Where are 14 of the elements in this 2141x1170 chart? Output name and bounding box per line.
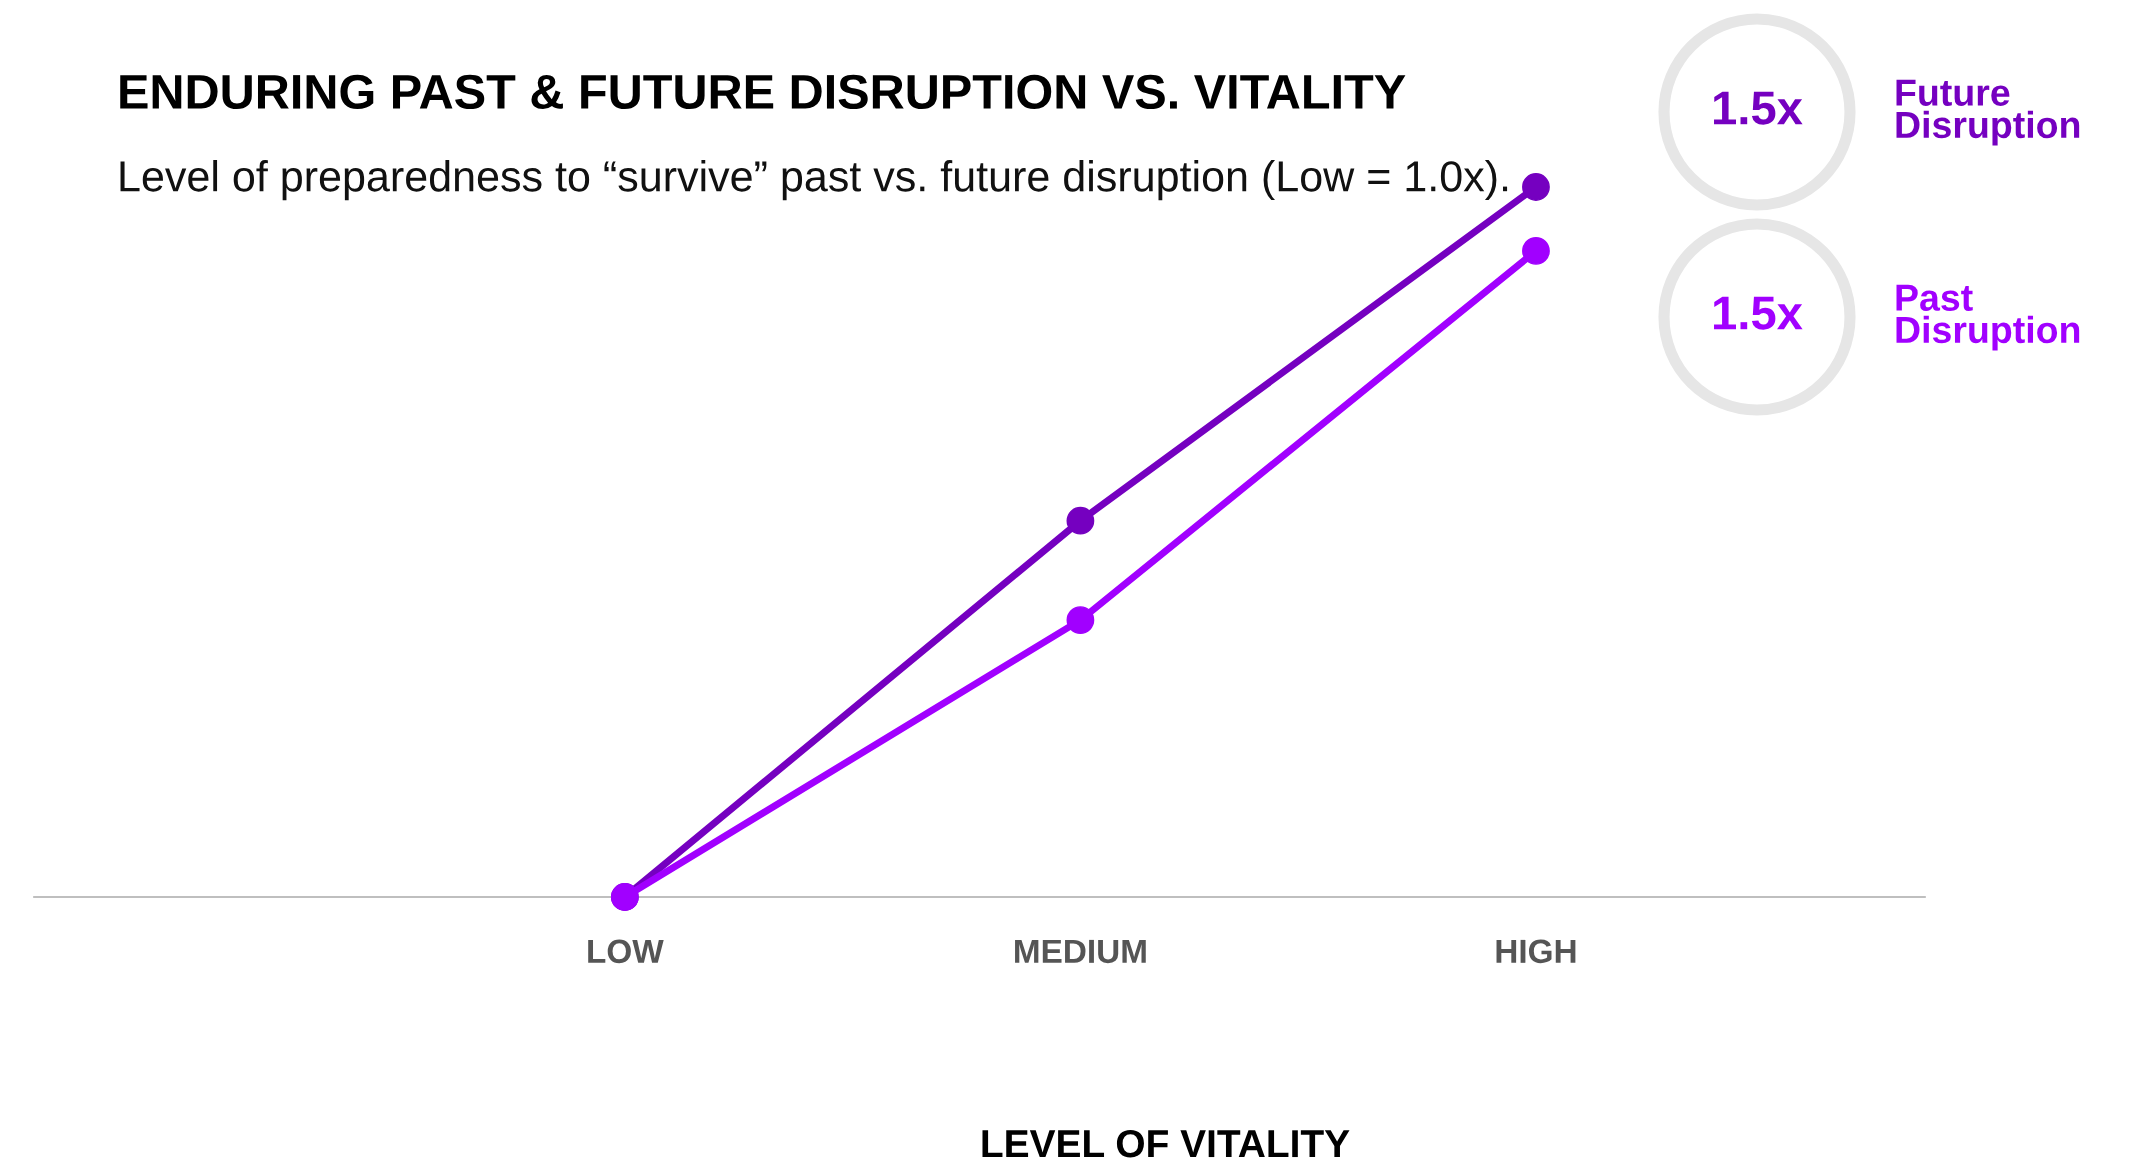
x-tick-label: LOW <box>588 939 664 964</box>
point <box>1522 237 1550 265</box>
x-axis-title: LEVEL OF VITALITY <box>982 1129 1350 1158</box>
text: Future Disruption <box>1896 79 2080 146</box>
point <box>1522 173 1550 201</box>
text: Past Disruption <box>1896 284 2080 351</box>
point <box>1066 506 1095 535</box>
point <box>1066 606 1095 634</box>
annotation: 1.5x <box>1714 296 1803 330</box>
x-tick-label: MEDIUM <box>1015 939 1146 964</box>
chart-subtitle: Level of preparedness to “survive” past vs. future disruption (Low = 1.0x). <box>120 160 1508 201</box>
text: 1.5x <box>1714 91 1803 125</box>
chart-title: ENDURING PAST & FUTURE DISRUPTION VS. VITALITY <box>120 74 1406 110</box>
x-tick-label: HIGH <box>1496 939 1576 964</box>
